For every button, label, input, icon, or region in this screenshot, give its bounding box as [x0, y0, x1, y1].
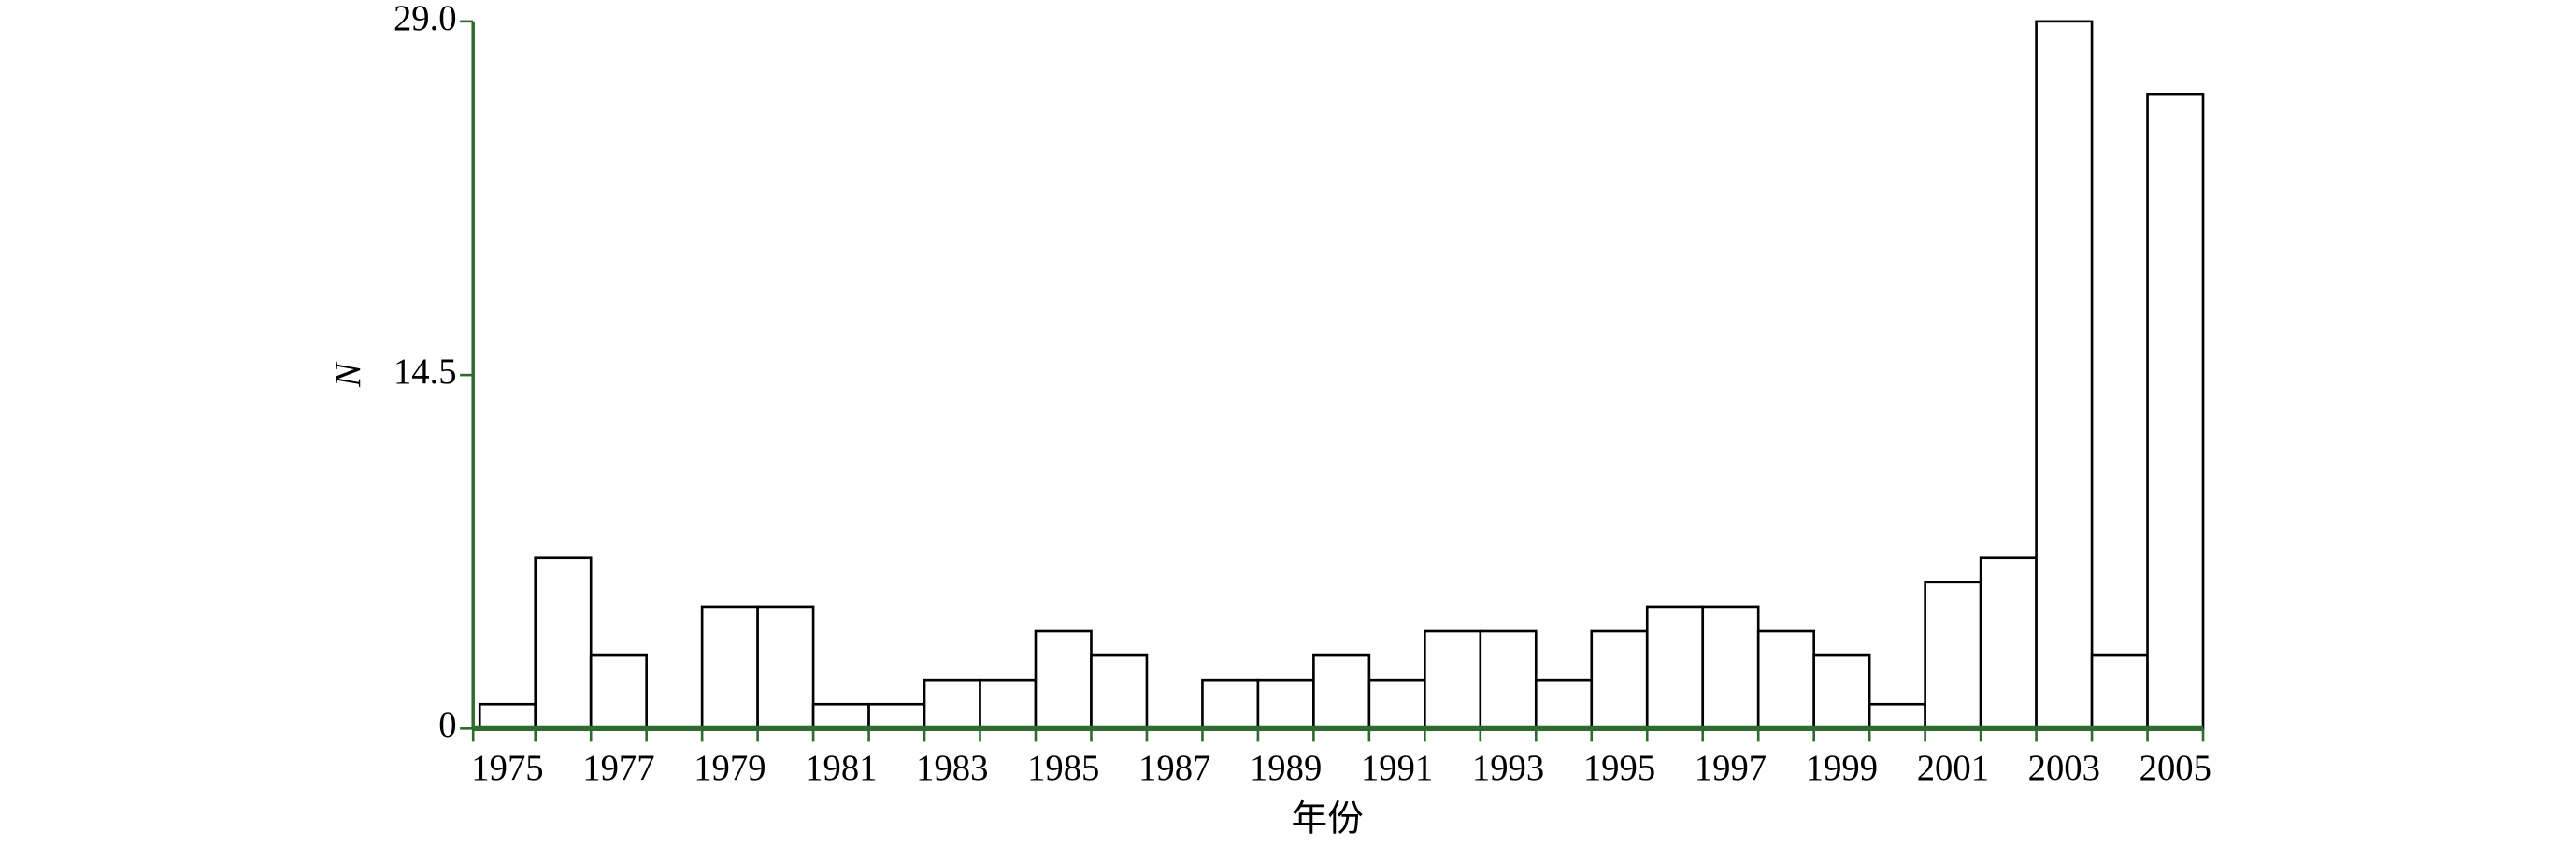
bar	[867, 702, 926, 730]
bar	[1034, 629, 1093, 730]
bar	[1812, 653, 1871, 730]
bar	[923, 678, 981, 730]
bar	[1756, 629, 1815, 730]
bar	[700, 605, 759, 730]
y-axis-label: N	[329, 361, 368, 388]
bar	[534, 556, 593, 730]
bar	[2146, 93, 2205, 730]
bar	[1979, 556, 2038, 730]
bar	[1424, 629, 1482, 730]
y-tick-label: 0	[438, 706, 456, 745]
bar	[1479, 629, 1538, 730]
bar	[979, 678, 1038, 730]
x-tick-label: 1997	[1695, 749, 1767, 788]
bar	[1590, 629, 1649, 730]
x-tick-label: 1985	[1027, 749, 1099, 788]
bar	[1090, 653, 1149, 730]
x-tick-label: 1983	[916, 749, 988, 788]
x-tick-label: 1989	[1250, 749, 1322, 788]
x-tick-label: 1999	[1806, 749, 1878, 788]
bar	[2035, 20, 2094, 730]
y-tick-label: 29.0	[394, 0, 457, 38]
bar	[478, 702, 537, 730]
bar	[1924, 581, 1982, 730]
bar	[1645, 605, 1705, 730]
bar	[811, 702, 870, 730]
bar	[589, 653, 648, 730]
x-tick-label: 1991	[1361, 749, 1433, 788]
x-tick-label: 1987	[1138, 749, 1210, 788]
bar	[1312, 653, 1371, 730]
x-tick-label: 1995	[1583, 749, 1655, 788]
x-axis-label: 年份	[1292, 798, 1364, 839]
x-tick-label: 2001	[1917, 749, 1989, 788]
y-tick-label: 14.5	[394, 352, 457, 392]
x-tick-label: 1975	[471, 749, 543, 788]
x-tick-label: 2005	[2140, 749, 2211, 788]
x-tick-label: 1977	[582, 749, 654, 788]
x-tick-label: 1981	[805, 749, 877, 788]
x-tick-label: 2003	[2028, 749, 2100, 788]
bar	[1201, 678, 1260, 730]
bar	[756, 605, 815, 730]
bar	[1534, 678, 1594, 730]
bar	[1367, 678, 1426, 730]
bar	[1256, 678, 1315, 730]
bar	[2090, 653, 2149, 730]
x-tick-label: 1993	[1472, 749, 1544, 788]
bar	[1701, 605, 1760, 730]
x-tick-label: 1979	[694, 749, 766, 788]
bar	[1868, 702, 1926, 730]
